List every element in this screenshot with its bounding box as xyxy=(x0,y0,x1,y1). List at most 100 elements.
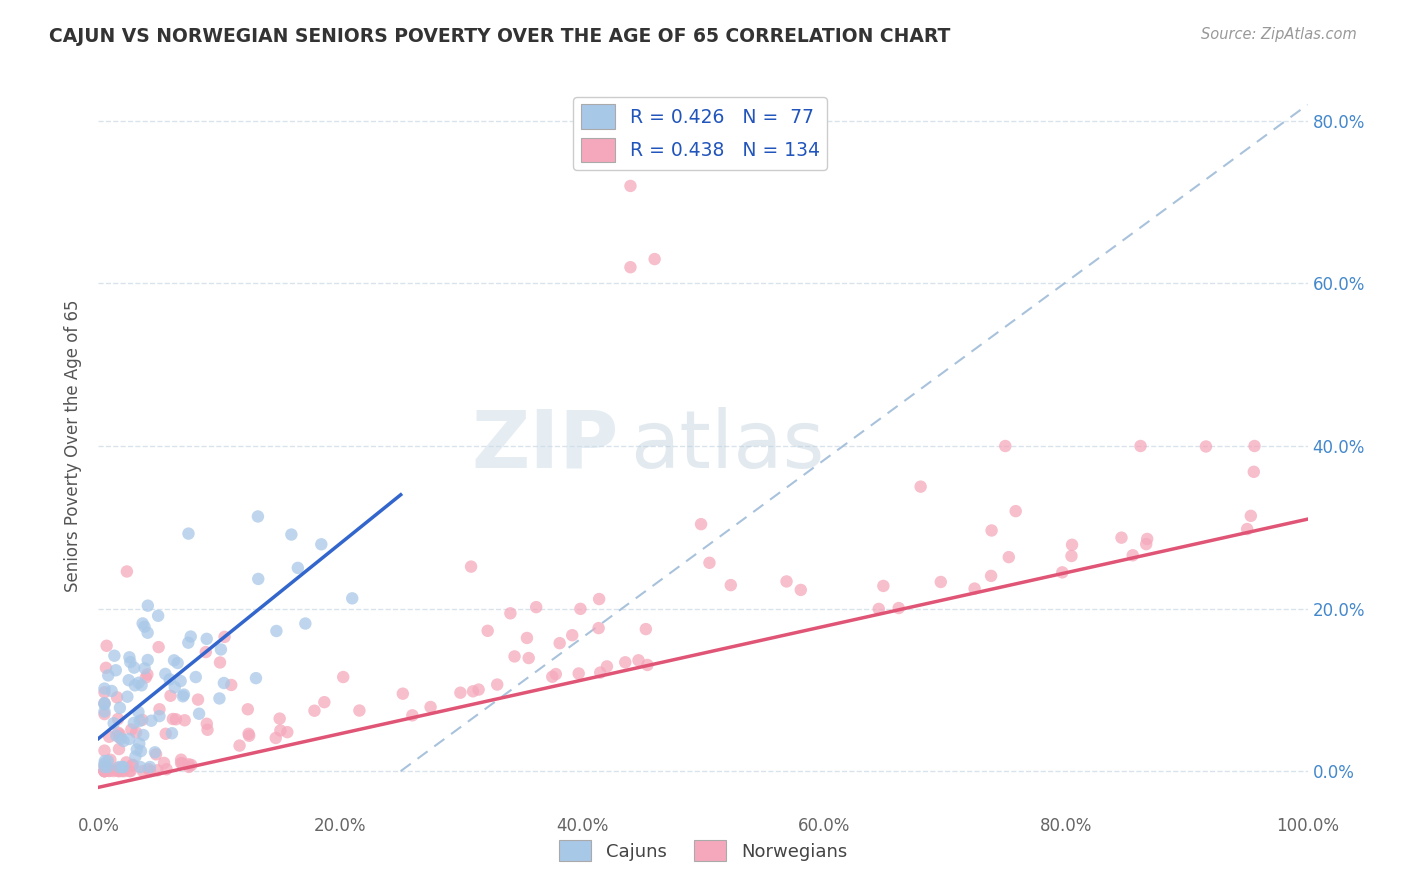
Point xyxy=(128,737,150,751)
Point xyxy=(287,561,309,575)
Point xyxy=(145,747,167,762)
Point xyxy=(304,704,326,718)
Point xyxy=(172,690,194,704)
Point xyxy=(162,712,184,726)
Point xyxy=(1004,504,1026,518)
Point xyxy=(627,653,650,667)
Point xyxy=(97,754,120,768)
Point xyxy=(541,670,564,684)
Point xyxy=(228,739,250,753)
Point xyxy=(120,723,142,737)
Text: atlas: atlas xyxy=(630,407,825,485)
Point xyxy=(105,729,128,743)
Point xyxy=(790,582,813,597)
Point xyxy=(980,569,1002,583)
Point xyxy=(720,578,742,592)
Point xyxy=(148,640,170,654)
Point xyxy=(544,667,567,681)
Point xyxy=(165,712,187,726)
Point xyxy=(419,700,441,714)
Point xyxy=(103,716,125,731)
Point xyxy=(118,650,141,665)
Point xyxy=(994,439,1017,453)
Point xyxy=(143,745,166,759)
Point xyxy=(868,602,890,616)
Point xyxy=(97,760,120,774)
Point xyxy=(117,690,139,704)
Point xyxy=(173,688,195,702)
Point xyxy=(131,616,153,631)
Point xyxy=(561,628,583,642)
Point xyxy=(170,753,193,767)
Point xyxy=(124,678,146,692)
Point xyxy=(208,691,231,706)
Point xyxy=(1195,440,1218,454)
Point xyxy=(138,762,160,776)
Point xyxy=(155,667,177,681)
Point xyxy=(963,582,986,596)
Point xyxy=(619,178,641,193)
Point xyxy=(115,756,138,770)
Point xyxy=(153,756,176,770)
Point xyxy=(93,758,115,772)
Point xyxy=(997,550,1019,565)
Point xyxy=(887,601,910,615)
Point xyxy=(105,763,128,777)
Point xyxy=(93,681,115,696)
Legend: Cajuns, Norwegians: Cajuns, Norwegians xyxy=(551,833,855,869)
Point xyxy=(276,725,298,739)
Point xyxy=(184,670,207,684)
Point xyxy=(110,731,132,746)
Point xyxy=(1060,538,1083,552)
Point xyxy=(1243,465,1265,479)
Point xyxy=(108,764,131,778)
Y-axis label: Seniors Poverty Over the Age of 65: Seniors Poverty Over the Age of 65 xyxy=(65,300,83,592)
Point xyxy=(124,749,146,764)
Point xyxy=(127,705,149,719)
Point xyxy=(98,764,121,778)
Point xyxy=(121,758,143,772)
Point xyxy=(129,744,152,758)
Point xyxy=(548,636,571,650)
Point xyxy=(93,764,115,778)
Point xyxy=(93,764,115,778)
Point xyxy=(1111,531,1133,545)
Point xyxy=(111,760,134,774)
Point xyxy=(163,653,186,667)
Point xyxy=(596,659,619,673)
Point xyxy=(467,682,489,697)
Point xyxy=(503,649,526,664)
Point xyxy=(477,624,499,638)
Point xyxy=(93,764,115,778)
Point xyxy=(238,727,260,741)
Point xyxy=(108,742,131,756)
Point xyxy=(112,764,135,778)
Point xyxy=(1240,508,1263,523)
Point xyxy=(103,648,125,663)
Point xyxy=(524,600,547,615)
Point xyxy=(634,622,657,636)
Point xyxy=(245,671,267,685)
Point xyxy=(166,656,188,670)
Point xyxy=(100,684,122,698)
Point xyxy=(236,702,259,716)
Point xyxy=(280,527,302,541)
Point xyxy=(93,756,115,771)
Point xyxy=(269,712,291,726)
Point xyxy=(93,696,115,710)
Point xyxy=(194,645,217,659)
Point xyxy=(342,591,364,606)
Point xyxy=(872,579,894,593)
Point xyxy=(139,764,162,778)
Point xyxy=(159,673,181,687)
Text: Source: ZipAtlas.com: Source: ZipAtlas.com xyxy=(1201,27,1357,42)
Point xyxy=(159,689,181,703)
Point xyxy=(129,760,152,774)
Point xyxy=(391,687,413,701)
Point xyxy=(208,656,231,670)
Point xyxy=(93,764,115,778)
Point xyxy=(93,760,115,774)
Point xyxy=(98,730,121,744)
Point xyxy=(132,764,155,778)
Point xyxy=(136,667,159,681)
